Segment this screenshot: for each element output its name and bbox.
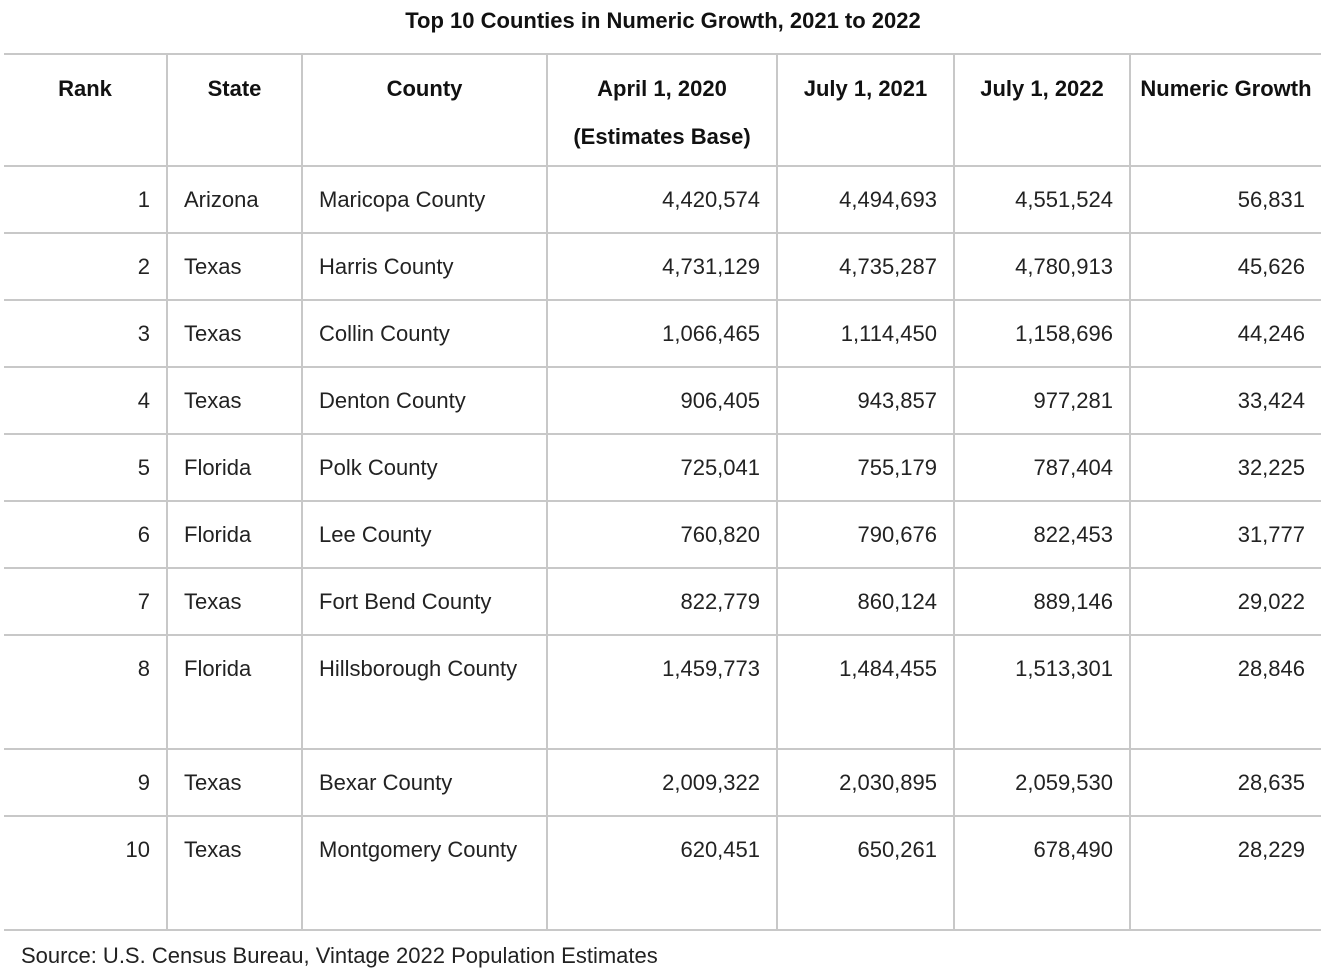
rank-cell: 3	[4, 299, 168, 368]
numeric-growth-cell: 28,635	[1129, 748, 1321, 817]
column-header-rank: Rank	[4, 53, 168, 167]
county-cell: Maricopa County	[301, 165, 548, 234]
july-2022-cell: 822,453	[953, 500, 1131, 569]
numeric-growth-cell: 33,424	[1129, 366, 1321, 435]
column-header-april-2020: April 1, 2020 (Estimates Base)	[546, 53, 778, 167]
rank-cell: 4	[4, 366, 168, 435]
july-2022-cell: 678,490	[953, 815, 1131, 931]
county-cell: Lee County	[301, 500, 548, 569]
table-row: 7 Texas Fort Bend County 822,779 860,124…	[4, 567, 1321, 636]
county-cell: Polk County	[301, 433, 548, 502]
july-2021-cell: 650,261	[776, 815, 955, 931]
state-cell: Texas	[166, 299, 303, 368]
county-cell: Denton County	[301, 366, 548, 435]
county-growth-table: Rank State County April 1, 2020 (Estimat…	[4, 53, 1321, 931]
numeric-growth-cell: 56,831	[1129, 165, 1321, 234]
april-2020-cell: 725,041	[546, 433, 778, 502]
july-2022-cell: 1,513,301	[953, 634, 1131, 750]
april-2020-cell: 2,009,322	[546, 748, 778, 817]
april-2020-cell: 1,459,773	[546, 634, 778, 750]
table-row: 8 Florida Hillsborough County 1,459,773 …	[4, 634, 1321, 750]
table-row: 5 Florida Polk County 725,041 755,179 78…	[4, 433, 1321, 502]
state-cell: Arizona	[166, 165, 303, 234]
rank-cell: 10	[4, 815, 168, 931]
county-cell: Bexar County	[301, 748, 548, 817]
state-cell: Texas	[166, 748, 303, 817]
numeric-growth-cell: 28,846	[1129, 634, 1321, 750]
april-2020-cell: 906,405	[546, 366, 778, 435]
county-cell: Montgomery County	[301, 815, 548, 931]
state-cell: Florida	[166, 634, 303, 750]
table-row: 4 Texas Denton County 906,405 943,857 97…	[4, 366, 1321, 435]
numeric-growth-cell: 29,022	[1129, 567, 1321, 636]
july-2022-cell: 977,281	[953, 366, 1131, 435]
april-2020-cell: 760,820	[546, 500, 778, 569]
source-note: Source: U.S. Census Bureau, Vintage 2022…	[21, 943, 658, 968]
table-row: 9 Texas Bexar County 2,009,322 2,030,895…	[4, 748, 1321, 817]
table-row: 10 Texas Montgomery County 620,451 650,2…	[4, 815, 1321, 931]
numeric-growth-cell: 32,225	[1129, 433, 1321, 502]
county-cell: Fort Bend County	[301, 567, 548, 636]
table-row: 3 Texas Collin County 1,066,465 1,114,45…	[4, 299, 1321, 368]
april-2020-cell: 1,066,465	[546, 299, 778, 368]
county-cell: Hillsborough County	[301, 634, 548, 750]
july-2021-cell: 2,030,895	[776, 748, 955, 817]
rank-cell: 8	[4, 634, 168, 750]
april-2020-cell: 4,420,574	[546, 165, 778, 234]
july-2022-cell: 4,780,913	[953, 232, 1131, 301]
state-cell: Texas	[166, 232, 303, 301]
numeric-growth-cell: 28,229	[1129, 815, 1321, 931]
state-cell: Texas	[166, 366, 303, 435]
july-2021-cell: 943,857	[776, 366, 955, 435]
table-row: 1 Arizona Maricopa County 4,420,574 4,49…	[4, 165, 1321, 234]
july-2022-cell: 1,158,696	[953, 299, 1131, 368]
rank-cell: 1	[4, 165, 168, 234]
table-row: 2 Texas Harris County 4,731,129 4,735,28…	[4, 232, 1321, 301]
column-header-state: State	[166, 53, 303, 167]
july-2021-cell: 1,114,450	[776, 299, 955, 368]
column-header-county: County	[301, 53, 548, 167]
july-2022-cell: 4,551,524	[953, 165, 1131, 234]
rank-cell: 6	[4, 500, 168, 569]
rank-cell: 5	[4, 433, 168, 502]
rank-cell: 7	[4, 567, 168, 636]
state-cell: Florida	[166, 500, 303, 569]
numeric-growth-cell: 44,246	[1129, 299, 1321, 368]
july-2021-cell: 4,494,693	[776, 165, 955, 234]
july-2022-cell: 889,146	[953, 567, 1131, 636]
numeric-growth-cell: 45,626	[1129, 232, 1321, 301]
july-2021-cell: 790,676	[776, 500, 955, 569]
july-2021-cell: 4,735,287	[776, 232, 955, 301]
column-header-numeric-growth: Numeric Growth	[1129, 53, 1321, 167]
column-header-july-2021: July 1, 2021	[776, 53, 955, 167]
state-cell: Texas	[166, 567, 303, 636]
county-cell: Harris County	[301, 232, 548, 301]
numeric-growth-cell: 31,777	[1129, 500, 1321, 569]
table-row: 6 Florida Lee County 760,820 790,676 822…	[4, 500, 1321, 569]
state-cell: Texas	[166, 815, 303, 931]
july-2021-cell: 1,484,455	[776, 634, 955, 750]
state-cell: Florida	[166, 433, 303, 502]
rank-cell: 2	[4, 232, 168, 301]
july-2022-cell: 2,059,530	[953, 748, 1131, 817]
column-header-july-2022: July 1, 2022	[953, 53, 1131, 167]
april-2020-cell: 822,779	[546, 567, 778, 636]
table-title: Top 10 Counties in Numeric Growth, 2021 …	[405, 8, 921, 33]
july-2021-cell: 860,124	[776, 567, 955, 636]
july-2021-cell: 755,179	[776, 433, 955, 502]
rank-cell: 9	[4, 748, 168, 817]
header-row: Rank State County April 1, 2020 (Estimat…	[4, 53, 1321, 167]
county-cell: Collin County	[301, 299, 548, 368]
april-2020-cell: 4,731,129	[546, 232, 778, 301]
april-2020-cell: 620,451	[546, 815, 778, 931]
july-2022-cell: 787,404	[953, 433, 1131, 502]
